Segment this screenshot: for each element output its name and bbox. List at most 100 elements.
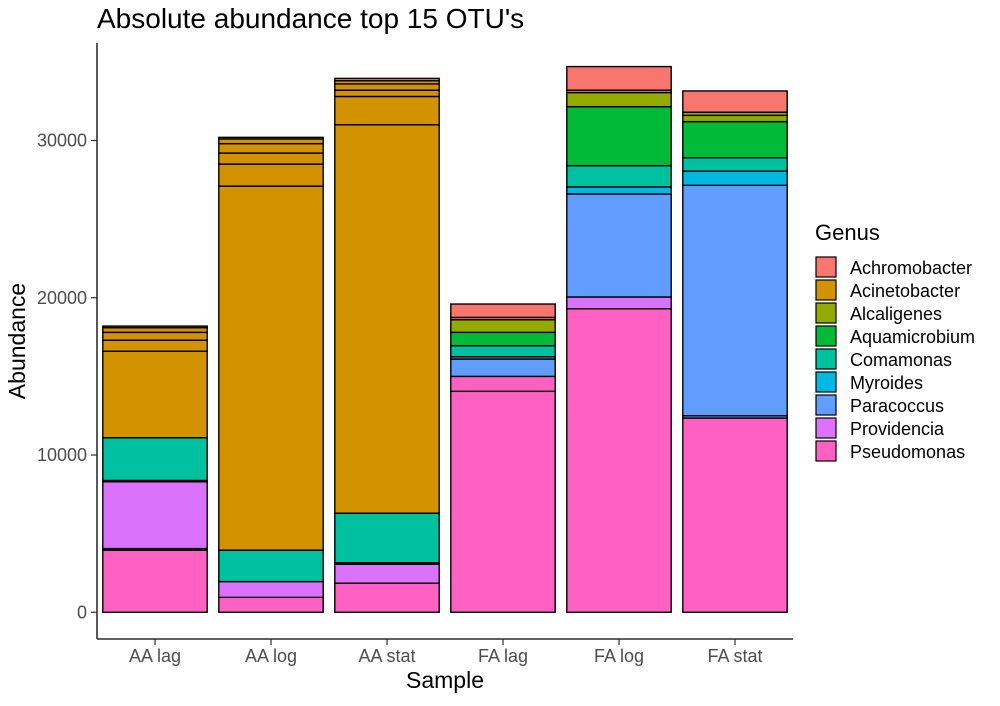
bar-segment [682, 90, 788, 113]
bar-segment [566, 65, 672, 91]
x-tick-label: FA log [594, 646, 644, 666]
legend-label: Pseudomonas [850, 442, 965, 462]
legend-item: Providencia [815, 417, 945, 439]
bar-segment [450, 390, 556, 613]
bar-segment [566, 193, 672, 298]
y-tick-label: 10000 [37, 445, 87, 465]
bar-segment [334, 95, 440, 126]
bar-segment [682, 170, 788, 187]
legend-swatch [815, 279, 837, 301]
legend-label: Achromobacter [850, 258, 972, 278]
legend-item: Alcaligenes [815, 302, 942, 324]
x-tick-label: FA stat [707, 646, 762, 666]
legend-item: Acinetobacter [815, 279, 960, 301]
bar-segment [334, 582, 440, 613]
legend-swatch [815, 302, 837, 324]
chart-title: Absolute abundance top 15 OTU's [97, 3, 524, 34]
bar-segment [682, 114, 788, 123]
bar-segment [450, 375, 556, 393]
bar-segment [566, 296, 672, 310]
bar-segment [334, 512, 440, 564]
legend-label: Aquamicrobium [850, 327, 975, 347]
bar-segment [102, 331, 208, 341]
legend-swatch [815, 256, 837, 278]
legend-label: Comamonas [850, 350, 952, 370]
bar-segment [218, 152, 324, 165]
bar-segment [334, 83, 440, 91]
bar-segment [450, 345, 556, 358]
bar-segment [102, 339, 208, 352]
bar-segment [218, 136, 324, 140]
bar-segment [218, 580, 324, 599]
bar-segment [566, 186, 672, 195]
legend-label: Providencia [850, 419, 945, 439]
legend-label: Myroides [850, 373, 923, 393]
bar-segment [102, 326, 208, 334]
legend-item: Paracoccus [815, 394, 944, 416]
bar-segment [566, 91, 672, 108]
bar-segment [102, 437, 208, 482]
bar-segment [218, 138, 324, 145]
bar-segment [682, 417, 788, 613]
bar-stack [450, 303, 556, 613]
legend-title: Genus [815, 220, 880, 245]
bar-segment [682, 120, 788, 159]
x-tick-label: AA lag [129, 646, 181, 666]
x-axis-ticks: AA lag AA log AA stat FA lag FA log FA stat [129, 639, 763, 666]
bar-segment [218, 163, 324, 187]
bar-segment [102, 481, 208, 550]
legend-swatch [815, 371, 837, 393]
bar-segment [218, 549, 324, 583]
legend-swatch [815, 325, 837, 347]
bar-stack [682, 90, 788, 613]
bar-segment [682, 157, 788, 172]
bar-segment [450, 331, 556, 347]
legend-swatch [815, 394, 837, 416]
legend-swatch [815, 440, 837, 462]
legend-item: Comamonas [815, 348, 952, 370]
legend-swatch [815, 348, 837, 370]
bar-stack [218, 136, 324, 613]
bar-segment [102, 325, 208, 329]
bar-segment [334, 89, 440, 98]
bar-segment [566, 164, 672, 188]
y-tick-label: 20000 [37, 288, 87, 308]
legend-item: Pseudomonas [815, 440, 965, 462]
legend-label: Acinetobacter [850, 281, 960, 301]
bars-layer [102, 65, 788, 613]
legend-item: Aquamicrobium [815, 325, 975, 347]
legend-label: Alcaligenes [850, 304, 942, 324]
y-tick-label: 0 [77, 602, 87, 622]
x-axis-title: Sample [406, 667, 484, 693]
y-axis-title: Abundance [4, 283, 30, 399]
bar-segment [450, 303, 556, 319]
bar-segment [218, 142, 324, 154]
bar-segment [450, 319, 556, 334]
bar-segment [102, 549, 208, 613]
legend-label: Paracoccus [850, 396, 944, 416]
bar-segment [682, 184, 788, 417]
bar-stack [102, 325, 208, 613]
x-tick-label: FA lag [478, 646, 528, 666]
bar-segment [102, 350, 208, 439]
y-axis-ticks: 0 10000 20000 30000 [37, 130, 97, 622]
bar-segment [218, 596, 324, 613]
bar-segment [566, 105, 672, 167]
legend-item: Myroides [815, 371, 923, 393]
x-tick-label: AA log [245, 646, 297, 666]
bar-stack [566, 65, 672, 613]
bar-segment [218, 185, 324, 551]
x-tick-label: AA stat [358, 646, 415, 666]
bar-segment [334, 563, 440, 584]
bar-stack [334, 77, 440, 613]
bar-segment [450, 358, 556, 378]
bar-segment [566, 308, 672, 613]
legend-swatch [815, 417, 837, 439]
bar-segment [334, 124, 440, 514]
bar-segment [334, 77, 440, 82]
legend: Genus Achromobacter Acinetobacter Alcalige… [815, 220, 975, 462]
y-tick-label: 30000 [37, 130, 87, 150]
legend-item: Achromobacter [815, 256, 972, 278]
